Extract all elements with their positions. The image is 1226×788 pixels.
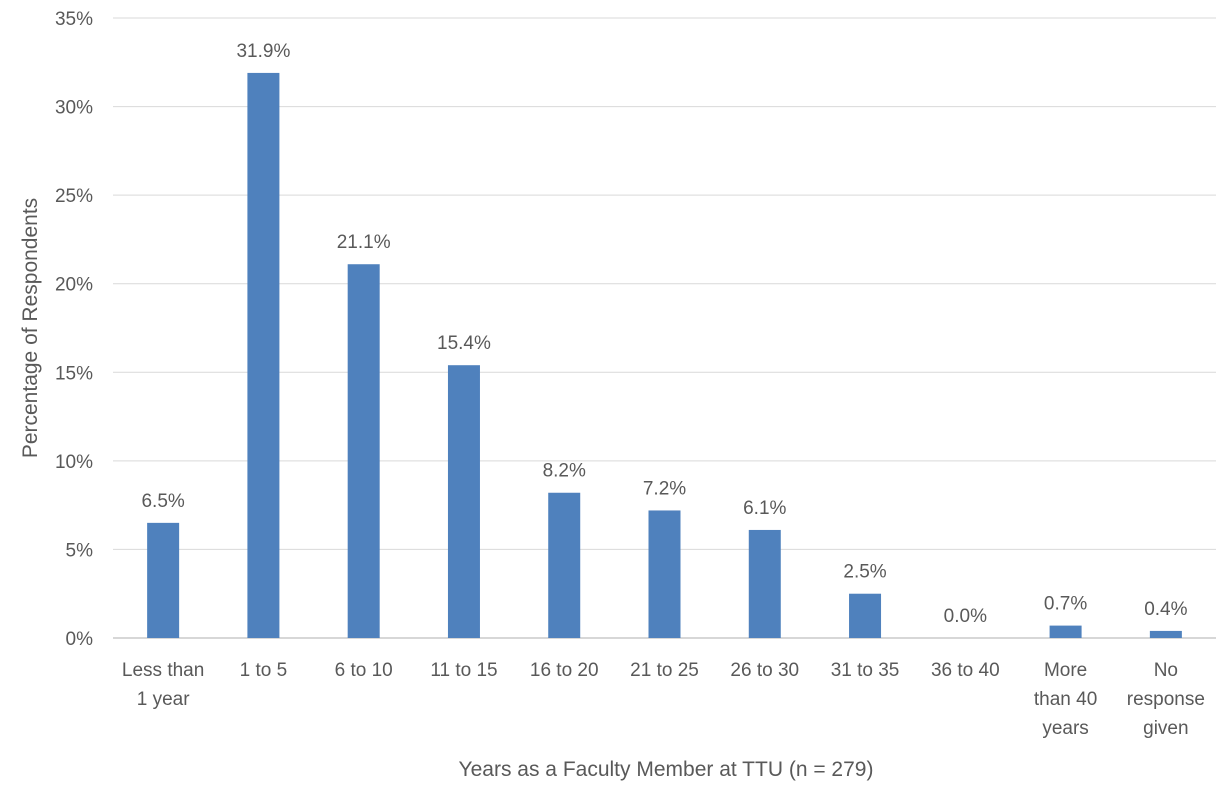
bars	[147, 72, 1182, 638]
x-tick-label: 16 to 20	[530, 660, 599, 681]
bar	[347, 264, 380, 638]
data-label: 0.0%	[944, 606, 987, 627]
x-tick-label: 26 to 30	[730, 660, 799, 681]
data-label: 0.4%	[1144, 599, 1187, 620]
x-axis-title: Years as a Faculty Member at TTU (n = 27…	[459, 758, 874, 781]
bar	[447, 365, 480, 638]
y-tick-label: 30%	[55, 98, 93, 119]
data-label: 31.9%	[236, 41, 290, 62]
y-tick-label: 10%	[55, 452, 93, 473]
x-tick-label: 1 to 5	[240, 660, 288, 681]
bar	[748, 529, 781, 638]
data-label: 15.4%	[437, 333, 491, 354]
data-label: 8.2%	[543, 461, 586, 482]
bar	[147, 522, 180, 638]
y-axis-ticks: 0% 5% 10% 15% 20% 25% 30% 35%	[55, 9, 93, 650]
data-label: 2.5%	[843, 562, 886, 583]
x-tick-label: No response given	[1127, 660, 1205, 739]
y-tick-label: 35%	[55, 9, 93, 30]
x-tick-label: 11 to 15	[430, 660, 497, 681]
data-labels: 6.5% 31.9% 21.1% 15.4% 8.2% 7.2% 6.1% 2.5% 0.0% 0…	[141, 41, 1187, 627]
data-label: 7.2%	[643, 478, 686, 499]
data-label: 6.1%	[743, 498, 786, 519]
bar	[849, 593, 882, 638]
y-tick-label: 20%	[55, 275, 93, 296]
bar	[247, 72, 280, 638]
x-tick-label: 21 to 25	[630, 660, 699, 681]
y-axis-title: Percentage of Respondents	[19, 198, 42, 458]
y-tick-label: 5%	[66, 540, 94, 561]
bar	[1149, 630, 1182, 638]
x-tick-label: Less than 1 year	[122, 660, 204, 710]
y-tick-label: 0%	[66, 629, 94, 650]
bar	[1049, 625, 1082, 638]
bar	[648, 510, 681, 638]
data-label: 21.1%	[337, 232, 391, 253]
x-axis-categories: Less than 1 year 1 to 5 6 to 10 11 to 15 16 t…	[122, 660, 1205, 739]
gridlines	[113, 17, 1216, 639]
x-tick-label: 6 to 10	[335, 660, 393, 681]
x-tick-label: 36 to 40	[931, 660, 1000, 681]
data-label: 6.5%	[141, 491, 184, 512]
x-tick-label: 31 to 35	[831, 660, 900, 681]
y-tick-label: 15%	[55, 363, 93, 384]
x-tick-label: More than 40 years	[1034, 660, 1097, 739]
y-tick-label: 25%	[55, 186, 93, 207]
bar	[548, 492, 581, 638]
data-label: 0.7%	[1044, 594, 1087, 615]
